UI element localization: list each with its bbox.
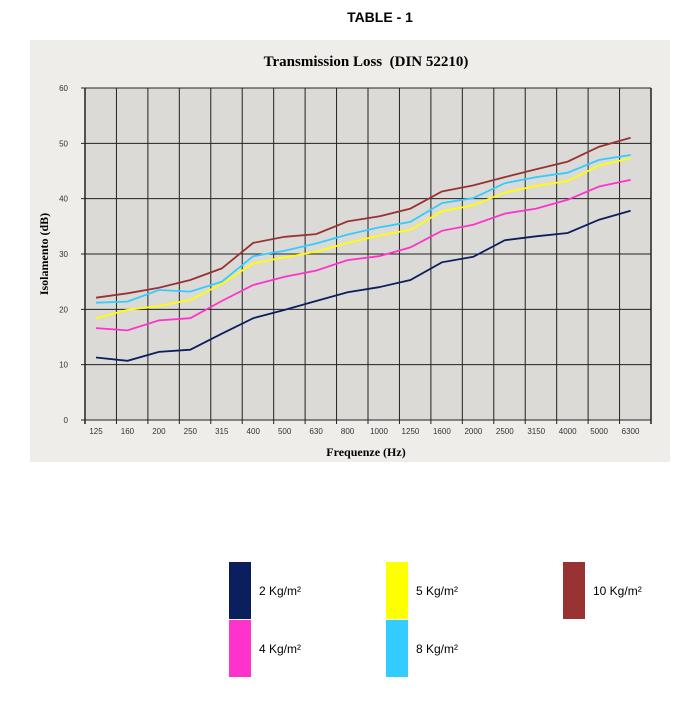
x-tick-label: 6300 <box>622 427 640 436</box>
x-tick-label: 200 <box>152 427 166 436</box>
y-tick-label: 30 <box>59 250 68 259</box>
legend-item-2kg: 2 Kg/m² <box>229 562 301 619</box>
x-tick-label: 2000 <box>464 427 482 436</box>
x-tick-label: 250 <box>184 427 198 436</box>
legend-item-5kg: 5 Kg/m² <box>386 562 458 619</box>
series-line-5kg <box>95 157 631 320</box>
y-tick-label: 60 <box>59 84 68 93</box>
x-tick-label: 3150 <box>527 427 545 436</box>
series-line-8kg <box>95 154 631 304</box>
y-axis-label: Isolamento (dB) <box>37 213 51 295</box>
x-tick-label: 630 <box>309 427 323 436</box>
x-tick-label: 315 <box>215 427 229 436</box>
legend-swatch <box>563 562 585 619</box>
x-tick-label: 160 <box>121 427 135 436</box>
legend-label: 10 Kg/m² <box>593 583 642 598</box>
series-line-10kg <box>95 136 631 299</box>
chart-title: Transmission Loss (DIN 52210) <box>264 54 469 70</box>
x-tick-label: 1600 <box>433 427 451 436</box>
legend-swatch <box>229 562 251 619</box>
legend-swatch <box>386 620 408 677</box>
y-tick-label: 20 <box>59 305 68 314</box>
y-tick-label: 40 <box>59 195 68 204</box>
legend-label: 4 Kg/m² <box>259 641 302 656</box>
x-tick-label: 4000 <box>559 427 577 436</box>
legend-label: 5 Kg/m² <box>416 583 459 598</box>
legend-item-8kg: 8 Kg/m² <box>386 620 458 677</box>
legend-item-10kg: 10 Kg/m² <box>563 562 642 619</box>
legend-label: 8 Kg/m² <box>416 641 459 656</box>
legend-swatch <box>386 562 408 619</box>
series-line-2kg <box>95 209 631 362</box>
x-tick-label: 2500 <box>496 427 514 436</box>
y-tick-label: 50 <box>59 139 68 148</box>
x-tick-label: 1250 <box>402 427 420 436</box>
legend-swatch <box>229 620 251 677</box>
series-line-4kg <box>95 179 631 332</box>
x-tick-label: 400 <box>247 427 261 436</box>
y-tick-label: 10 <box>59 361 68 370</box>
x-tick-label: 500 <box>278 427 292 436</box>
x-tick-label: 1000 <box>370 427 388 436</box>
legend-item-4kg: 4 Kg/m² <box>229 620 301 677</box>
x-axis-label: Frequenze (Hz) <box>326 445 405 459</box>
x-tick-label: 800 <box>341 427 355 436</box>
x-tick-label: 125 <box>89 427 103 436</box>
page-title: TABLE - 1 <box>347 9 413 25</box>
x-tick-label: 5000 <box>590 427 608 436</box>
legend-label: 2 Kg/m² <box>259 583 302 598</box>
y-tick-label: 0 <box>64 416 69 425</box>
